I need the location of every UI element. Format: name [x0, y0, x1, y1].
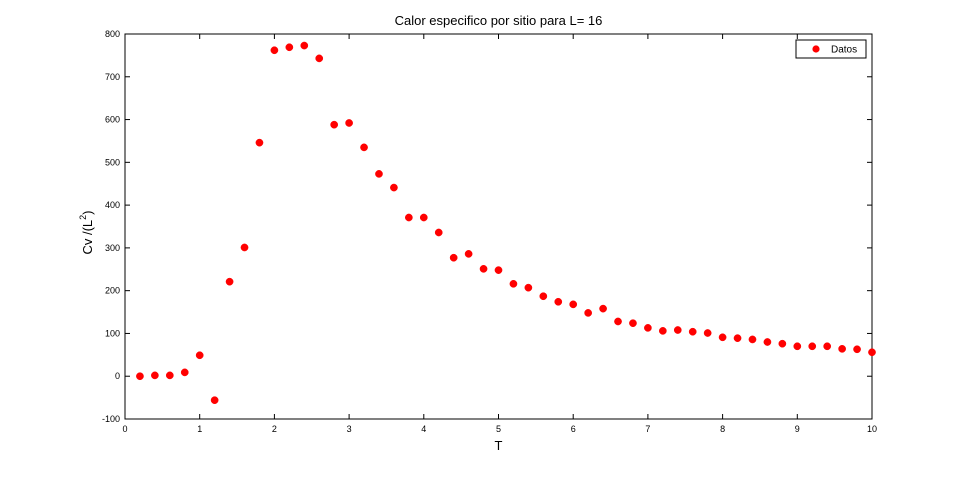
data-point [509, 279, 518, 288]
data-point [718, 333, 727, 342]
x-tick-label: 7 [645, 424, 650, 434]
data-point [136, 372, 144, 381]
y-tick-label: 500 [105, 157, 120, 167]
y-tick-label: 0 [115, 371, 120, 381]
plot-area [124, 33, 873, 420]
data-point [240, 243, 249, 252]
data-point [345, 119, 353, 127]
y-tick-label: 700 [105, 72, 120, 82]
data-point [629, 319, 637, 328]
data-point [688, 327, 697, 336]
data-point [823, 342, 832, 351]
data-point [390, 183, 398, 192]
data-point [539, 292, 548, 301]
y-tick-label: 600 [105, 115, 120, 125]
chart-title: Calor especifico por sitio para L= 16 [395, 13, 603, 28]
data-point [165, 371, 174, 380]
data-point [285, 43, 294, 52]
data-point [868, 348, 876, 357]
x-tick-label: 9 [795, 424, 800, 434]
data-point [449, 253, 458, 262]
data-point [584, 309, 592, 317]
data-point [195, 351, 204, 360]
data-point [434, 228, 443, 237]
data-point [479, 265, 488, 273]
legend-label-datos: Datos [831, 45, 857, 56]
data-point [419, 213, 428, 222]
data-point [225, 277, 234, 286]
x-tick-label: 10 [867, 424, 877, 434]
data-point [554, 297, 563, 306]
data-point [405, 213, 413, 222]
data-point [838, 344, 846, 353]
legend-marker [812, 45, 820, 53]
data-point [330, 120, 339, 129]
x-tick-label: 0 [122, 424, 127, 434]
y-tick-label: 800 [105, 29, 120, 39]
y-axis-label-main: Cv /(L [80, 220, 95, 255]
data-point [778, 339, 787, 348]
data-point [270, 46, 279, 55]
data-point [733, 334, 742, 342]
data-point [151, 371, 159, 380]
y-axis: -100 0 100 200 300 400 500 600 700 800 [102, 29, 872, 424]
data-point [464, 250, 473, 258]
data-point [793, 342, 802, 351]
data-point [748, 335, 757, 344]
data-point [360, 143, 368, 152]
x-tick-label: 4 [421, 424, 426, 434]
data-points [136, 41, 876, 405]
data-point [255, 138, 264, 147]
x-tick-label: 2 [272, 424, 277, 434]
data-point [210, 396, 219, 405]
x-tick-label: 1 [197, 424, 202, 434]
data-point [808, 342, 817, 351]
data-point [569, 300, 578, 309]
data-point [853, 345, 861, 354]
x-tick-label: 3 [347, 424, 352, 434]
legend-box [795, 39, 867, 59]
data-point [180, 368, 189, 377]
y-axis-label-suffix: ) [80, 210, 95, 214]
y-tick-label: 100 [105, 328, 120, 338]
legend: Datos [795, 39, 867, 59]
data-point [524, 283, 533, 292]
y-tick-label: 400 [105, 200, 120, 210]
data-point [763, 338, 772, 346]
y-tick-label: -100 [102, 414, 120, 424]
y-axis-label: Cv /(L2) [78, 210, 95, 254]
data-point [300, 41, 309, 50]
x-axis: 0 1 2 3 4 5 6 7 8 9 10 [122, 34, 877, 434]
data-point [614, 317, 622, 326]
data-point [673, 326, 682, 334]
data-point [658, 327, 667, 335]
data-point [494, 266, 503, 274]
data-point [703, 329, 712, 337]
y-tick-label: 200 [105, 286, 120, 296]
data-point [315, 54, 324, 63]
x-tick-label: 5 [496, 424, 501, 434]
data-point [375, 170, 383, 178]
y-tick-label: 300 [105, 243, 120, 253]
x-tick-label: 8 [720, 424, 725, 434]
y-axis-label-superscript: 2 [78, 215, 88, 220]
data-point [599, 304, 607, 313]
x-axis-label: T [495, 438, 503, 453]
data-point [644, 324, 652, 332]
x-tick-label: 6 [571, 424, 576, 434]
